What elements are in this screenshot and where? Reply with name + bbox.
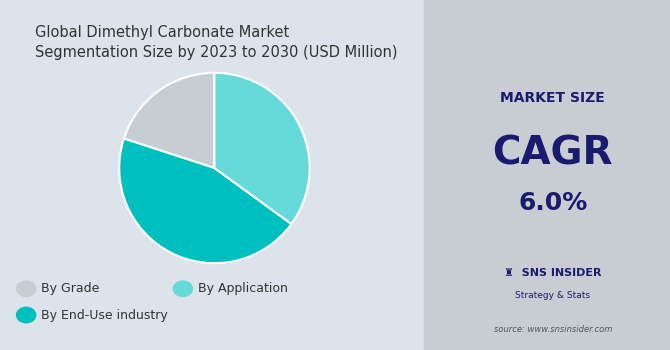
Text: 6.0%: 6.0% <box>518 191 588 215</box>
Circle shape <box>17 307 36 323</box>
Text: By Application: By Application <box>198 282 288 295</box>
Text: source: www.snsinsider.com: source: www.snsinsider.com <box>494 324 612 334</box>
Text: ♜  SNS INSIDER: ♜ SNS INSIDER <box>504 268 602 278</box>
Wedge shape <box>124 73 214 168</box>
FancyBboxPatch shape <box>423 0 670 350</box>
Text: By Grade: By Grade <box>42 282 100 295</box>
Text: By End-Use industry: By End-Use industry <box>42 308 168 322</box>
Text: MARKET SIZE: MARKET SIZE <box>500 91 605 105</box>
Text: Global Dimethyl Carbonate Market
Segmentation Size by 2023 to 2030 (USD Million): Global Dimethyl Carbonate Market Segment… <box>35 25 397 61</box>
Circle shape <box>17 281 36 296</box>
Wedge shape <box>119 139 291 263</box>
Text: CAGR: CAGR <box>492 135 613 173</box>
Wedge shape <box>214 73 310 224</box>
Text: Strategy & Stats: Strategy & Stats <box>515 291 590 300</box>
Circle shape <box>174 281 192 296</box>
